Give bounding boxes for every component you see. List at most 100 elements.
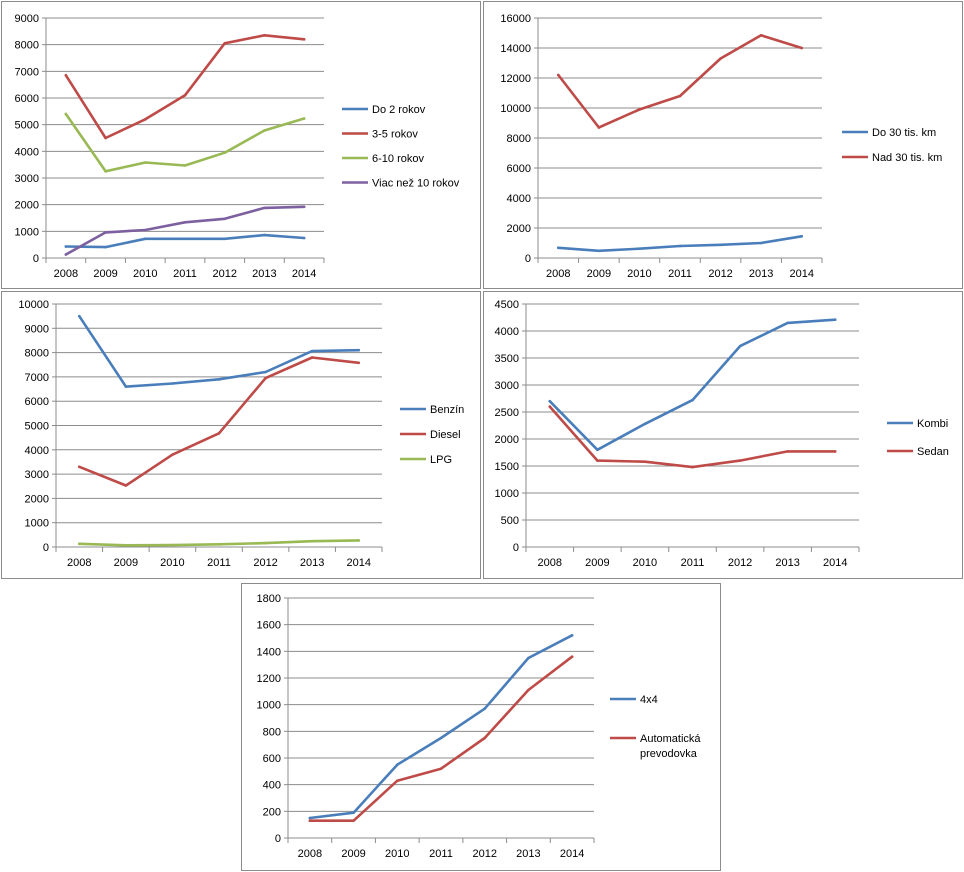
data-point-kombi (786, 321, 789, 325)
data-point-benzin (77, 314, 81, 318)
data-point-6-10-rokov (143, 161, 147, 164)
x-tick-label: 2008 (546, 268, 570, 280)
series-line-do-30-tis-km (557, 235, 804, 253)
y-tick-label: 9000 (25, 323, 49, 335)
legend-label-3-5-rokov: 3-5 rokov (372, 129, 418, 141)
x-tick-label: 2009 (587, 268, 611, 280)
y-tick-label: 400 (263, 780, 281, 792)
data-point-4x4 (439, 736, 443, 740)
y-tick-label: 2000 (15, 200, 39, 212)
data-point-lpg (124, 543, 128, 547)
data-point-nad-30-tis-km (800, 46, 804, 50)
y-tick-label: 10000 (500, 103, 531, 115)
data-point-sedan (738, 459, 742, 462)
y-tick-label: 2000 (507, 223, 531, 235)
data-point-nad-30-tis-km (556, 73, 560, 77)
y-tick-label: 2000 (495, 434, 519, 446)
y-tick-label: 1500 (495, 461, 519, 473)
data-point-sedan (691, 465, 694, 469)
y-tick-label: 1000 (257, 700, 281, 712)
data-point-nad-30-tis-km (678, 94, 682, 98)
y-tick-label: 7000 (15, 66, 39, 78)
data-point-kombi (643, 422, 647, 426)
data-point-do-30-tis-km (719, 243, 722, 247)
data-point-do-2-rokov (183, 237, 187, 241)
y-tick-label: 200 (263, 806, 281, 818)
y-tick-label: 1600 (257, 620, 281, 632)
y-tick-label: 16000 (500, 13, 531, 25)
y-tick-label: 800 (263, 726, 281, 738)
x-tick-label: 2009 (114, 557, 138, 569)
data-point-benzin (357, 348, 361, 352)
data-point-do-30-tis-km (556, 246, 560, 250)
legend-label-6-10-rokov: 6-10 rokov (372, 153, 424, 165)
data-point-viac-nez-10-rokov (263, 206, 266, 210)
data-point-diesel (124, 484, 128, 487)
data-point-lpg (217, 543, 221, 546)
data-point-6-10-rokov (183, 164, 187, 167)
y-tick-label: 1800 (257, 593, 281, 605)
x-tick-label: 2009 (585, 557, 609, 569)
data-point-benzin (124, 385, 128, 388)
x-tick-label: 2011 (429, 848, 453, 860)
y-tick-label: 3000 (495, 380, 519, 392)
series-line-benzin (78, 314, 361, 388)
data-point-nad-30-tis-km (638, 108, 641, 111)
chart-svg: 0 1000 2000 3000 4000 5000 6000 7000 8000 9000 100… (18, 299, 464, 569)
x-tick-label: 2012 (253, 557, 277, 569)
data-point-4x4 (308, 816, 312, 820)
y-tick-label: 9000 (15, 13, 39, 25)
data-point-do-30-tis-km (597, 249, 601, 253)
y-tick-label: 4000 (507, 193, 531, 205)
chart-svg: 0 200 400 600 800 1000 1200 1400 1600 1800 2008 200… (257, 593, 702, 860)
y-tick-label: 1000 (15, 226, 39, 238)
data-point-viac-nez-10-rokov (183, 220, 187, 224)
series-line-6-10-rokov (64, 112, 306, 173)
x-tick-label: 2013 (300, 557, 324, 569)
legend-label-kombi: Kombi (917, 418, 948, 430)
x-tick-label: 2008 (298, 848, 322, 860)
legend-label-nad-30-tis-km: Nad 30 tis. km (872, 152, 942, 164)
data-point-diesel (264, 376, 267, 380)
y-tick-label: 5000 (15, 120, 39, 132)
data-point-6-10-rokov (64, 112, 68, 116)
x-tick-label: 2008 (54, 268, 78, 280)
y-tick-label: 4000 (15, 146, 39, 158)
data-point-4x4 (570, 634, 574, 637)
y-tick-label: 0 (513, 542, 519, 554)
data-point-automaticka-prevodovka (395, 779, 399, 782)
series-line-sedan (548, 405, 837, 469)
series-line-nad-30-tis-km (557, 33, 804, 129)
data-point-benzin (171, 382, 174, 385)
data-point-kombi (548, 399, 552, 403)
data-point-automaticka-prevodovka (308, 819, 312, 822)
y-tick-label: 500 (501, 515, 519, 527)
data-point-3-5-rokov (104, 136, 107, 140)
data-point-viac-nez-10-rokov (302, 205, 306, 209)
chart-panel-drive: 0 200 400 600 800 1000 1200 1400 1600 1800 2008 200… (241, 583, 721, 871)
chart-panel-mileage: 0 2000 4000 6000 8000 10000 12000 14000 16000 200… (483, 1, 963, 289)
data-point-automaticka-prevodovka (352, 819, 355, 822)
legend-label-viac-nez-10-rokov: Viac než 10 rokov (372, 178, 460, 190)
x-tick-label: 2014 (346, 557, 370, 569)
series-line-do-2-rokov (64, 233, 306, 249)
data-point-kombi (738, 344, 742, 348)
data-point-benzin (217, 378, 221, 381)
data-point-lpg (310, 539, 314, 543)
y-tick-label: 7000 (25, 372, 49, 384)
data-point-4x4 (483, 707, 487, 710)
data-point-4x4 (527, 656, 530, 660)
y-tick-label: 4500 (495, 299, 519, 311)
legend-label-sedan: Sedan (917, 446, 949, 458)
data-point-do-30-tis-km (800, 234, 804, 238)
data-point-lpg (264, 541, 267, 545)
data-point-diesel (171, 453, 174, 456)
x-tick-label: 2010 (633, 557, 657, 569)
x-tick-label: 2012 (212, 268, 236, 280)
data-point-do-2-rokov (302, 236, 306, 240)
y-tick-label: 6000 (25, 396, 49, 408)
data-point-benzin (264, 370, 267, 374)
data-point-viac-nez-10-rokov (104, 231, 107, 234)
data-point-diesel (217, 431, 221, 435)
data-point-4x4 (352, 811, 355, 814)
